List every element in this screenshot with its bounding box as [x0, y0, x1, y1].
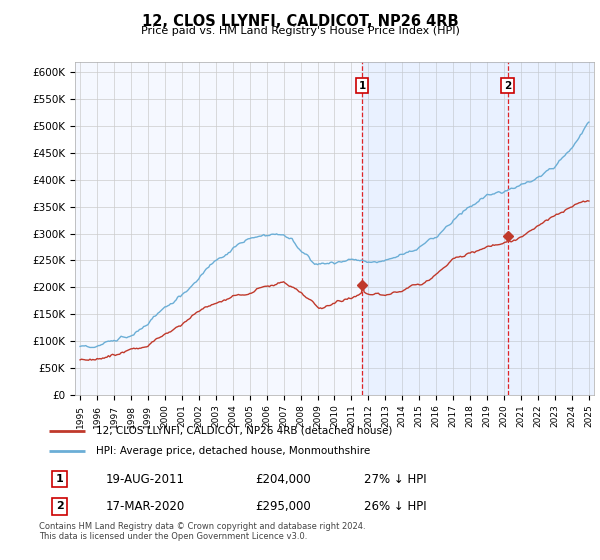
Text: Price paid vs. HM Land Registry's House Price Index (HPI): Price paid vs. HM Land Registry's House … [140, 26, 460, 36]
Text: 26% ↓ HPI: 26% ↓ HPI [364, 500, 427, 513]
Text: £204,000: £204,000 [256, 473, 311, 486]
Bar [362, 62, 598, 395]
Text: 1: 1 [359, 81, 366, 91]
Text: 17-MAR-2020: 17-MAR-2020 [106, 500, 185, 513]
Text: 12, CLOS LLYNFI, CALDICOT, NP26 4RB: 12, CLOS LLYNFI, CALDICOT, NP26 4RB [142, 14, 458, 29]
Text: £295,000: £295,000 [256, 500, 311, 513]
Text: 2: 2 [504, 81, 511, 91]
Text: 12, CLOS LLYNFI, CALDICOT, NP26 4RB (detached house): 12, CLOS LLYNFI, CALDICOT, NP26 4RB (det… [96, 426, 392, 436]
Text: Contains HM Land Registry data © Crown copyright and database right 2024.
This d: Contains HM Land Registry data © Crown c… [39, 522, 365, 542]
Text: 27% ↓ HPI: 27% ↓ HPI [364, 473, 427, 486]
Text: 2: 2 [56, 501, 64, 511]
Text: HPI: Average price, detached house, Monmouthshire: HPI: Average price, detached house, Monm… [96, 446, 370, 456]
Text: 1: 1 [56, 474, 64, 484]
Text: 19-AUG-2011: 19-AUG-2011 [106, 473, 185, 486]
